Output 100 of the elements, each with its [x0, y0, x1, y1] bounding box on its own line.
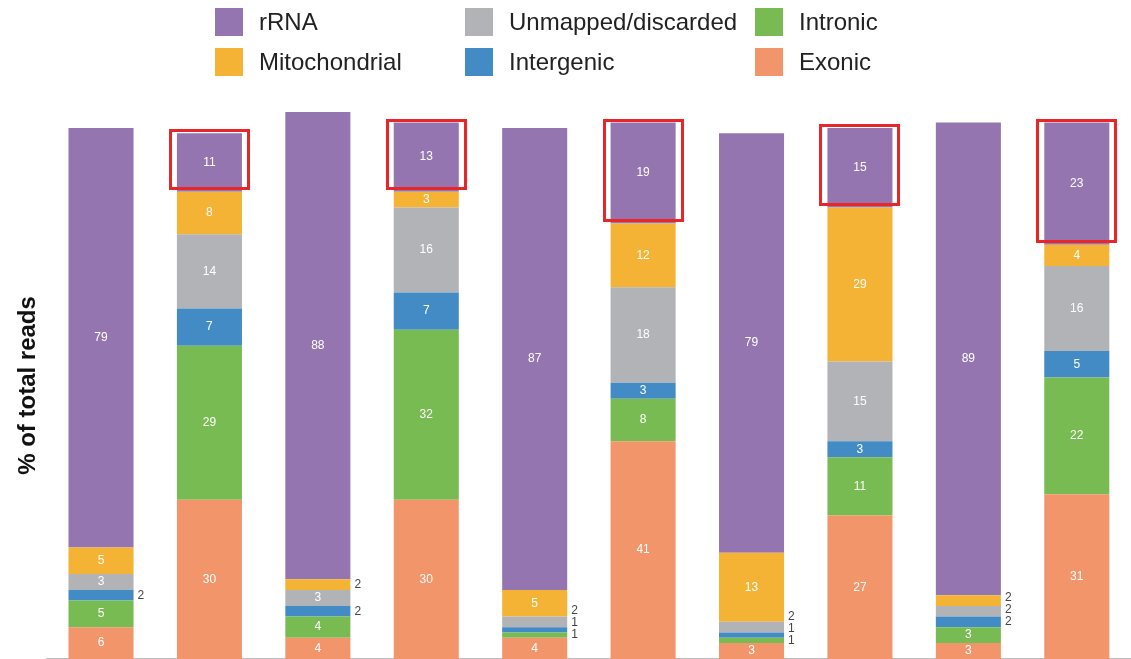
bar: [1044, 244, 1110, 267]
bar: [610, 287, 676, 383]
data-label: 3: [422, 191, 430, 206]
bar: [502, 127, 568, 590]
bar: [285, 112, 351, 580]
data-label: 13: [419, 149, 434, 164]
data-label: 2: [1004, 590, 1012, 605]
bar: [719, 133, 785, 553]
bar: [935, 627, 1001, 644]
bar: [502, 589, 568, 617]
y-axis-title: % of total reads: [13, 296, 41, 475]
bar: [393, 207, 459, 293]
data-label: 30: [202, 571, 217, 586]
data-label: 12: [636, 247, 651, 262]
data-label: 13: [744, 579, 759, 594]
data-label: 15: [853, 393, 867, 408]
data-label: 15: [853, 160, 867, 175]
data-label: 5: [531, 595, 539, 610]
bar: [935, 595, 1001, 606]
data-label: 1: [571, 615, 579, 630]
bar: [285, 605, 351, 617]
bar: [1044, 377, 1110, 495]
data-label: 23: [1070, 176, 1084, 191]
data-label: 4: [314, 619, 322, 634]
data-label: 7: [422, 303, 430, 318]
data-label: 22: [1070, 428, 1084, 443]
bar: [827, 127, 893, 208]
data-label: 5: [97, 606, 105, 621]
bar: [285, 616, 351, 638]
data-label: 1: [788, 620, 796, 635]
data-label: 5: [97, 553, 105, 568]
data-label: 3: [97, 574, 105, 589]
data-label: 87: [528, 351, 542, 366]
bar: [1044, 350, 1110, 378]
bar: [502, 632, 568, 638]
bar: [935, 122, 1001, 596]
data-label: 2: [354, 576, 362, 591]
legend-label: Unmapped/discarded: [509, 8, 738, 36]
bar: [502, 616, 568, 628]
data-label: 7: [206, 319, 214, 334]
bar: [176, 345, 242, 500]
bar: [935, 605, 1001, 617]
data-label: 29: [853, 276, 867, 291]
legend-label: rRNA: [259, 8, 318, 36]
data-label: 2: [1004, 602, 1012, 617]
data-label: 79: [94, 330, 108, 345]
bar: [285, 579, 351, 590]
bar: [827, 361, 893, 442]
data-label: 79: [744, 335, 759, 350]
data-label: 2: [137, 587, 145, 602]
bar: [176, 191, 242, 235]
bar: [719, 621, 785, 633]
legend-label: Mitochondrial: [259, 48, 402, 76]
data-label: 3: [314, 590, 322, 605]
data-label: 27: [853, 579, 867, 594]
data-label: 6: [97, 635, 105, 650]
bar: [68, 574, 134, 590]
bar: [68, 600, 134, 628]
data-label: 4: [531, 640, 539, 655]
bar: [68, 627, 134, 659]
bar: [393, 499, 459, 659]
data-label: 2: [788, 608, 796, 623]
bar: [502, 627, 568, 633]
data-label: 89: [961, 351, 976, 366]
bar: [393, 122, 459, 192]
data-label: 2: [571, 603, 579, 618]
bar: [719, 637, 785, 644]
data-label: 3: [639, 383, 647, 398]
bar: [827, 207, 893, 362]
bar: [1044, 494, 1110, 659]
data-label: 29: [202, 414, 217, 429]
bar: [1044, 266, 1110, 351]
data-label: 14: [202, 263, 217, 278]
data-label: 11: [203, 154, 216, 169]
bar: [610, 122, 676, 224]
bar: [610, 223, 676, 288]
bar: [610, 441, 676, 659]
bar: [719, 632, 785, 638]
legend-label: Intronic: [799, 8, 878, 36]
bar: [827, 515, 893, 659]
data-label: 1: [571, 627, 579, 642]
data-label: 2: [354, 603, 362, 618]
bar: [176, 133, 242, 192]
bar: [393, 329, 459, 500]
data-label: 3: [856, 441, 864, 456]
legend-label: Intergenic: [509, 48, 615, 76]
bar: [1044, 122, 1110, 245]
bar: [719, 552, 785, 622]
data-label: 3: [965, 627, 973, 642]
bar: [68, 589, 134, 601]
bar: [935, 643, 1001, 659]
data-label: 8: [639, 412, 647, 427]
bar: [176, 308, 242, 346]
bar: [285, 637, 351, 659]
data-label: 16: [1070, 300, 1084, 315]
data-label: 3: [748, 643, 756, 658]
bar: [502, 637, 568, 659]
bar: [935, 616, 1001, 628]
bar: [68, 127, 134, 548]
data-label: 3: [965, 643, 973, 658]
